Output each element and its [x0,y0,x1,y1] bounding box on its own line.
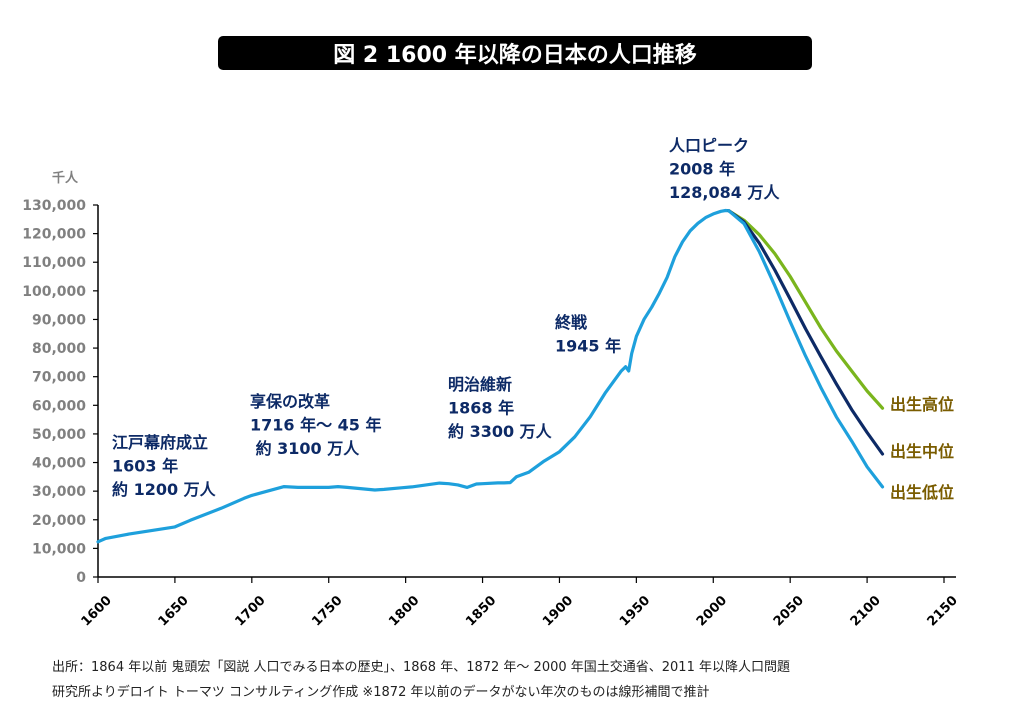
y-tick-label: 100,000 [22,284,86,300]
y-tick-label: 80,000 [32,341,86,357]
annotation-line: 約 3100 万人 [250,439,360,458]
y-tick-label: 120,000 [22,227,86,243]
series-line-low [727,209,885,489]
annotation-line: 約 1200 万人 [112,480,217,499]
annotation: 享保の改革 1716 年〜 45 年 約 3100 万人 [250,392,382,458]
x-tick-label: 1950 [617,593,653,629]
annotation-line: 人口ピーク [669,136,749,155]
x-tick-label: 1700 [232,593,268,629]
annotation-line: 128,084 万人 [669,183,780,202]
annotation-line: 約 3300 万人 [448,422,553,441]
x-tick-label: 1800 [386,593,422,629]
y-tick-label: 60,000 [32,398,86,414]
series-line-high [727,209,885,410]
y-tick-label: 50,000 [32,427,86,443]
annotation: 終戦 1945 年 [555,313,621,356]
y-axis-label: 千人 [52,170,79,186]
x-tick-label: 1850 [463,593,499,629]
annotation: 人口ピーク 2008 年 128,084 万人 [669,136,780,202]
annotation-line: 1868 年 [448,399,514,418]
series-line-mid [727,209,885,456]
legend-label-high: 出生高位 [890,395,954,414]
annotation-line: 1945 年 [555,337,621,356]
y-tick-label: 10,000 [32,541,86,557]
x-tick-label: 2150 [925,593,961,629]
annotation: 明治維新 1868 年約 3300 万人 [448,375,553,441]
y-tick-label: 110,000 [22,255,86,271]
y-tick-label: 20,000 [32,513,86,529]
x-tick-label: 2050 [771,593,807,629]
y-tick-label: 90,000 [32,312,86,328]
x-tick-label: 1900 [540,593,576,629]
annotation-line: 2008 年 [669,160,735,179]
y-tick-label: 40,000 [32,456,86,472]
y-tick-label: 130,000 [22,198,86,214]
x-tick-label: 2000 [694,593,730,629]
y-tick-label: 0 [76,570,86,586]
annotation: 江戸幕府成立 1603 年約 1200 万人 [112,433,217,499]
annotation-line: 享保の改革 [250,392,330,411]
source-note-line2: 研究所よりデロイト トーマツ コンサルティング作成 ※1872 年以前のデータが… [52,685,710,700]
annotation-line: 江戸幕府成立 [112,433,208,452]
chart-title: 図 2 1600 年以降の日本の人口推移 [218,36,812,70]
y-tick-label: 70,000 [32,370,86,386]
y-tick-label: 30,000 [32,484,86,500]
series-line-history [96,208,731,544]
annotation-line: 1603 年 [112,457,178,476]
x-tick-label: 1600 [79,593,115,629]
annotation-line: 1716 年〜 45 年 [250,416,382,435]
legend-label-mid: 出生中位 [890,442,954,461]
legend-label-low: 出生低位 [890,483,954,502]
annotation-line: 終戦 [555,313,588,332]
x-tick-label: 2100 [848,593,884,629]
annotation-line: 明治維新 [448,375,512,394]
source-note-line1: 出所：1864 年以前 鬼頭宏「図説 人口でみる日本の歴史」、1868 年、18… [52,660,790,675]
x-tick-label: 1650 [156,593,192,629]
x-tick-label: 1750 [309,593,345,629]
